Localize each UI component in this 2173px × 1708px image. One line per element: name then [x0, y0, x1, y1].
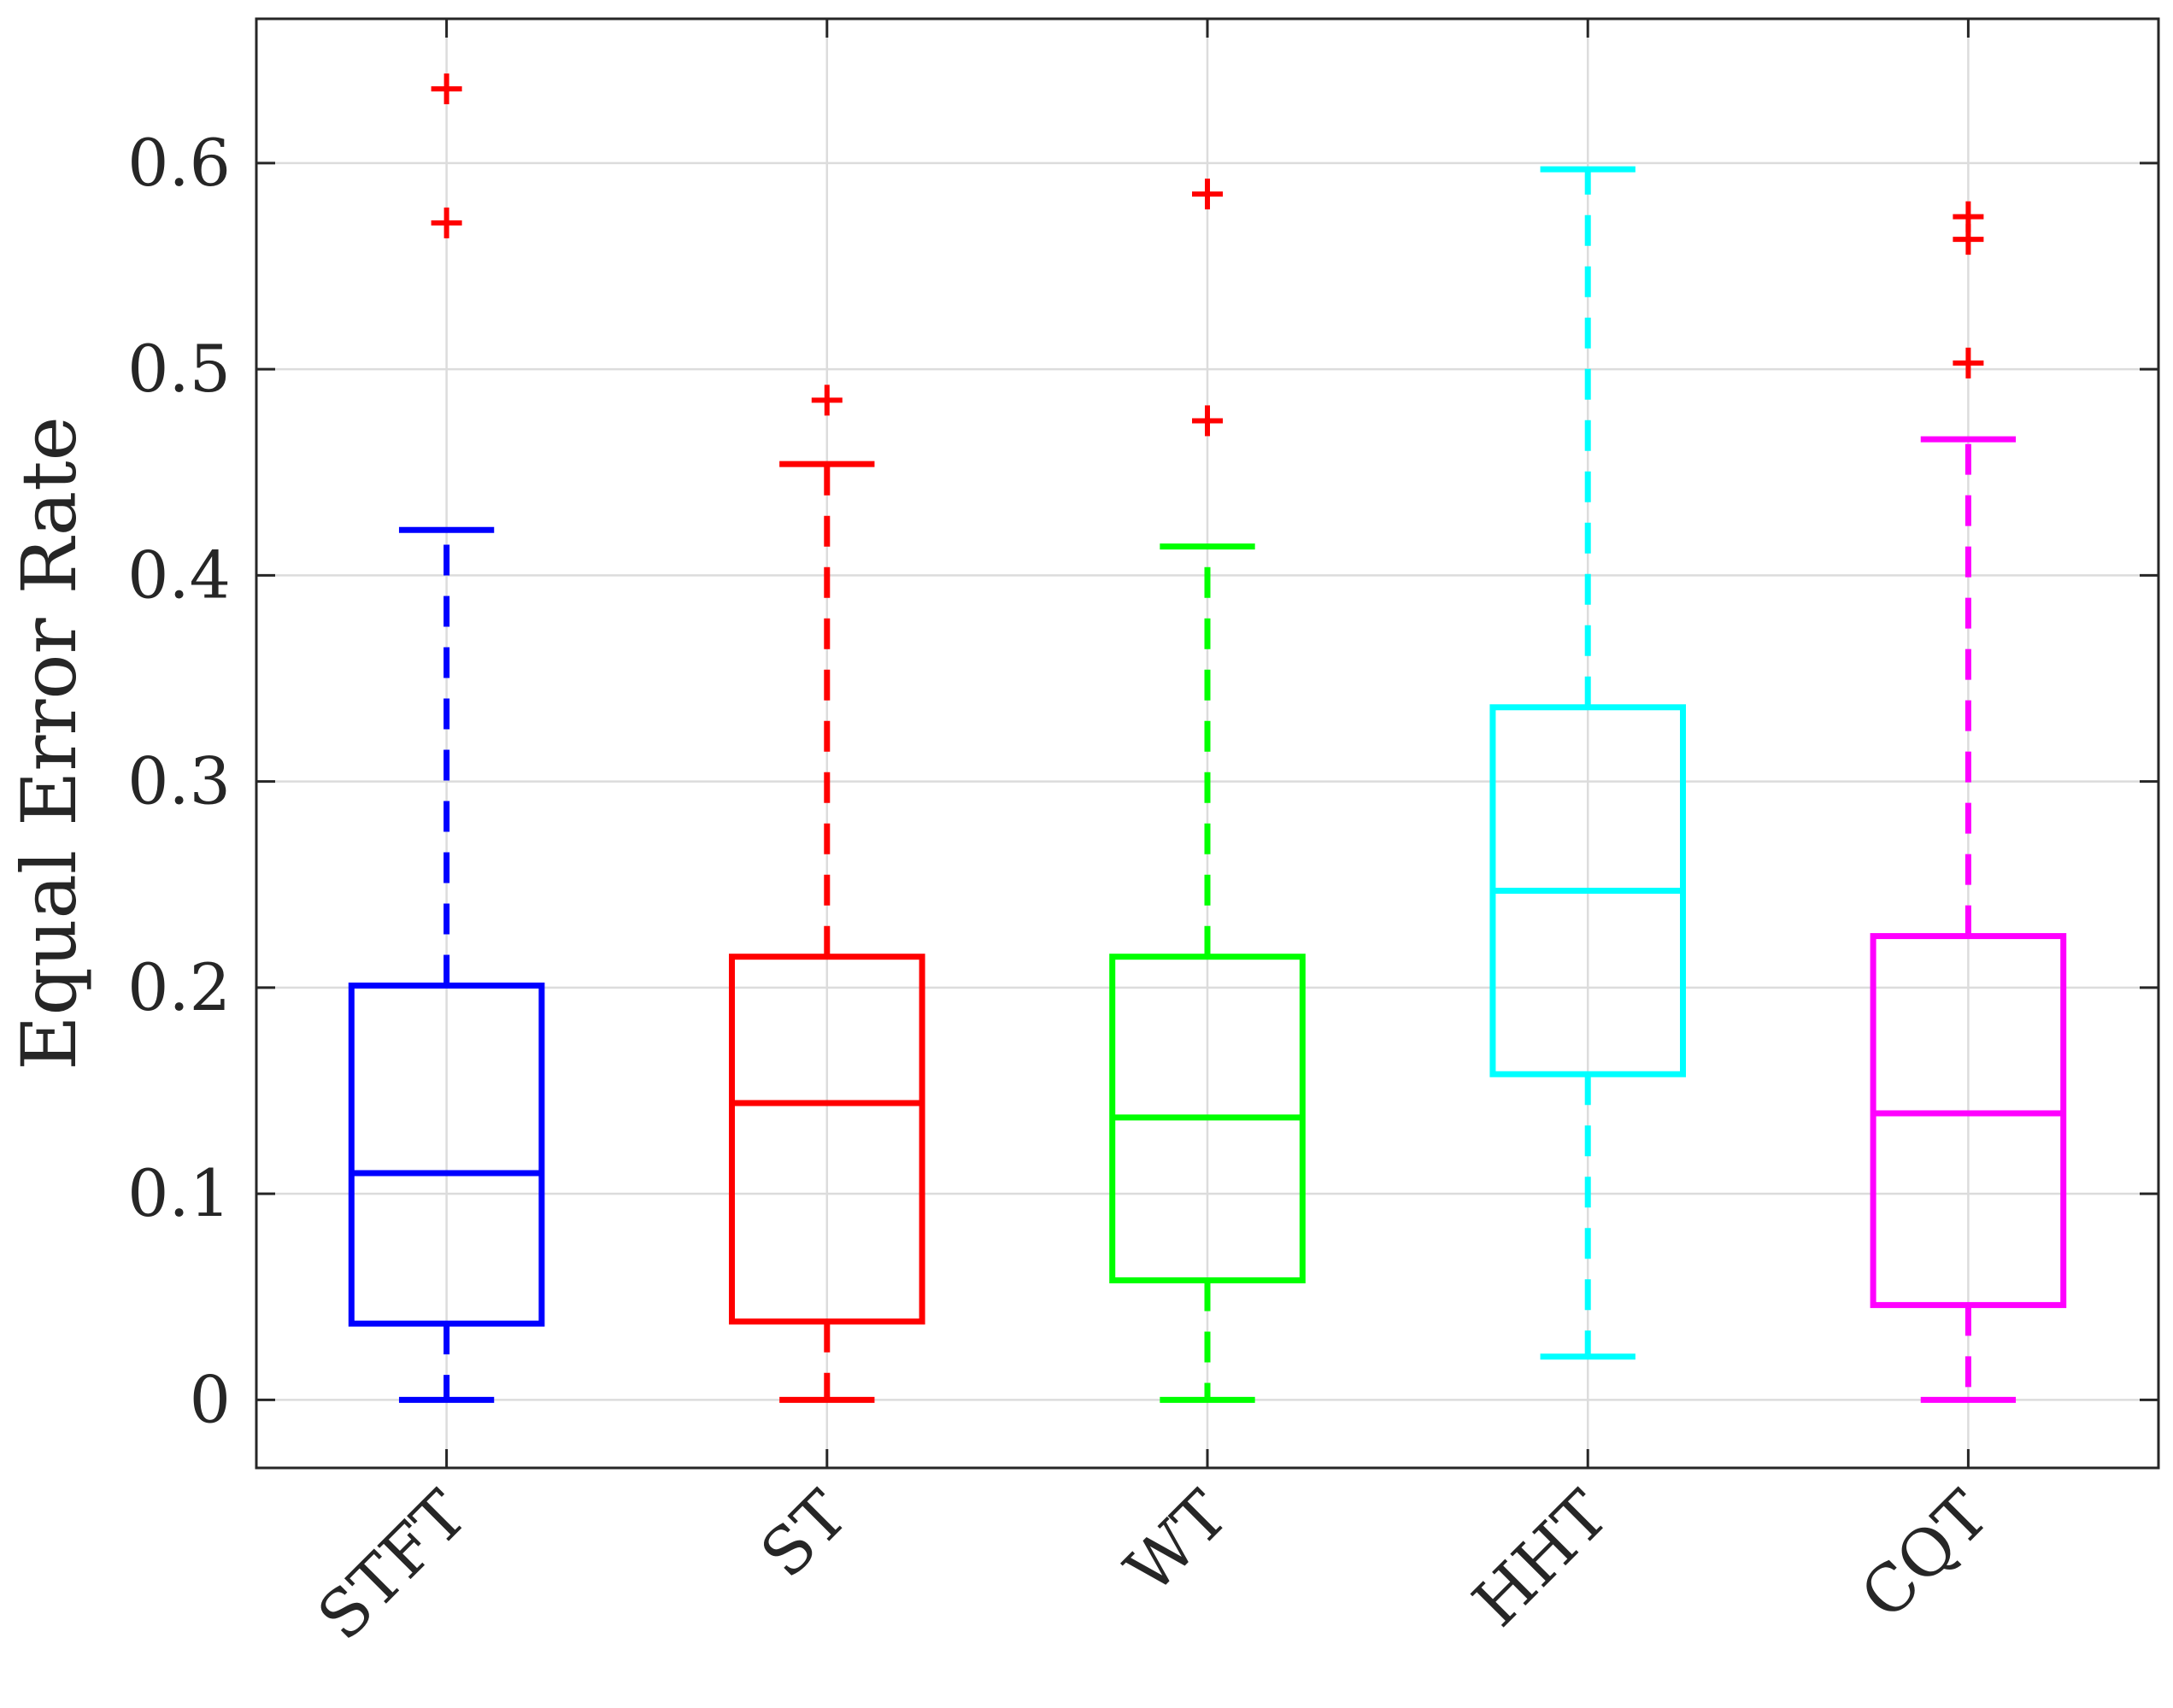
outlier-marker	[1192, 179, 1223, 210]
y-tick-labels: 0 0.1 0.2 0.3 0.4 0.5 0.6	[127, 125, 231, 1438]
box-stft	[348, 73, 545, 1403]
y-tick-label: 0.5	[127, 331, 231, 407]
x-tick-labels: STFT ST WT HHT CQT	[303, 1476, 2004, 1655]
x-tick-label: WT	[1111, 1476, 1242, 1608]
y-axis-title: Equal Error Rate	[5, 416, 93, 1070]
x-tick-label: HHT	[1458, 1476, 1623, 1641]
box-st	[729, 384, 925, 1403]
outlier-marker	[1953, 201, 1984, 232]
box-cqt	[1870, 201, 2067, 1403]
outlier-marker	[431, 73, 462, 105]
y-tick-label: 0.4	[127, 537, 231, 613]
boxes-layer	[348, 73, 2067, 1403]
interquartile-box	[729, 954, 925, 1325]
x-tick-label: STFT	[303, 1476, 482, 1655]
y-tick-label: 0	[190, 1361, 231, 1437]
y-tick-label: 0.1	[127, 1155, 231, 1231]
y-tick-label: 0.3	[127, 743, 231, 819]
y-tick-label: 0.2	[127, 949, 231, 1025]
outlier-marker	[1953, 347, 1984, 379]
box-wt	[1109, 179, 1306, 1403]
x-tick-label: ST	[746, 1476, 862, 1593]
box-hht	[1489, 166, 1687, 1360]
outlier-marker	[431, 207, 462, 238]
interquartile-box	[348, 982, 545, 1327]
outlier-marker	[811, 384, 843, 416]
y-tick-label: 0.6	[127, 125, 231, 201]
outlier-marker	[1192, 405, 1223, 437]
axis-ticks	[256, 19, 2158, 1468]
x-tick-label: CQT	[1846, 1476, 2003, 1634]
interquartile-box	[1870, 933, 2067, 1308]
